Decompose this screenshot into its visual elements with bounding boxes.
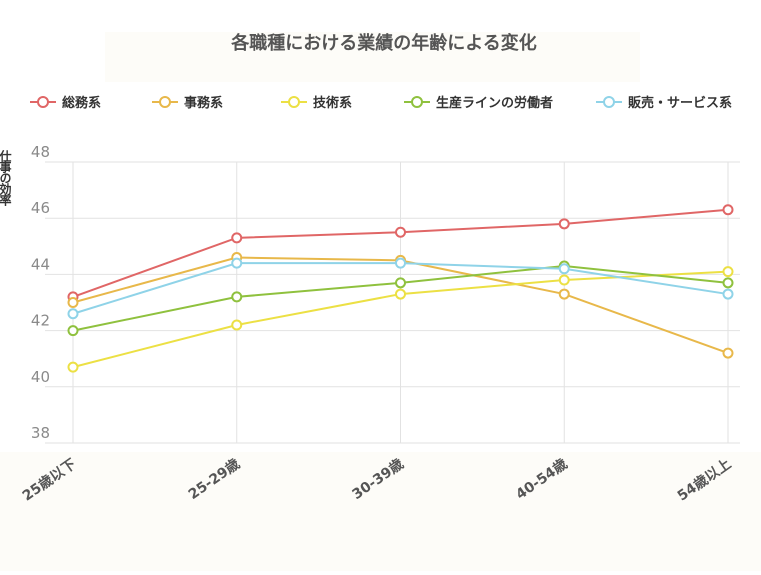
- data-point[interactable]: [558, 263, 570, 275]
- data-point[interactable]: [231, 257, 243, 269]
- legend-marker: [37, 96, 49, 108]
- data-point[interactable]: [722, 288, 734, 300]
- legend-label: 生産ラインの労働者: [436, 95, 553, 111]
- y-tick-label: 48: [31, 143, 50, 161]
- data-point[interactable]: [395, 226, 406, 238]
- data-point[interactable]: [395, 257, 406, 269]
- x-axis-band: [0, 452, 761, 571]
- data-point[interactable]: [558, 218, 570, 230]
- y-axis-ticks: 38 40 42 44 46 48: [31, 143, 50, 442]
- data-point[interactable]: [231, 232, 243, 244]
- data-point[interactable]: [558, 288, 570, 300]
- series-points: [67, 204, 734, 373]
- y-tick-label: 38: [31, 424, 50, 442]
- data-point[interactable]: [67, 361, 79, 373]
- data-point[interactable]: [67, 308, 79, 320]
- legend-label: 販売・サービス系: [628, 95, 732, 111]
- legend-label: 技術系: [313, 95, 352, 111]
- legend-label: 総務系: [62, 95, 101, 111]
- data-point[interactable]: [722, 266, 734, 278]
- data-point[interactable]: [67, 297, 79, 308]
- legend-item[interactable]: 生産ラインの労働者: [404, 95, 553, 111]
- data-point[interactable]: [722, 347, 734, 359]
- legend: 総務系 事務系 技術系 生産ラインの労働者 販売・サービス系: [30, 95, 732, 111]
- y-tick-label: 44: [31, 255, 50, 273]
- y-tick-label: 40: [31, 368, 50, 386]
- y-tick-label: 42: [31, 312, 50, 330]
- chart-title: 各職種における業績の年齢による変化: [230, 32, 536, 54]
- data-point[interactable]: [395, 277, 406, 289]
- data-point[interactable]: [558, 274, 570, 286]
- y-axis-label: 仕事の効率: [0, 149, 12, 207]
- data-point[interactable]: [231, 319, 243, 331]
- gridlines: [45, 161, 740, 444]
- title-background: [105, 32, 640, 82]
- y-tick-label: 46: [31, 199, 50, 217]
- legend-item[interactable]: 事務系: [152, 95, 223, 111]
- legend-marker: [411, 96, 423, 108]
- legend-marker: [288, 96, 300, 108]
- data-point[interactable]: [395, 288, 406, 300]
- data-point[interactable]: [67, 325, 79, 337]
- data-point[interactable]: [722, 277, 734, 289]
- legend-marker: [603, 96, 615, 108]
- legend-label: 事務系: [184, 95, 223, 111]
- legend-marker: [159, 96, 171, 108]
- data-point[interactable]: [722, 204, 734, 216]
- data-point[interactable]: [231, 291, 243, 303]
- legend-item[interactable]: 技術系: [281, 95, 352, 111]
- legend-item[interactable]: 販売・サービス系: [596, 95, 732, 111]
- legend-item[interactable]: 総務系: [30, 95, 101, 111]
